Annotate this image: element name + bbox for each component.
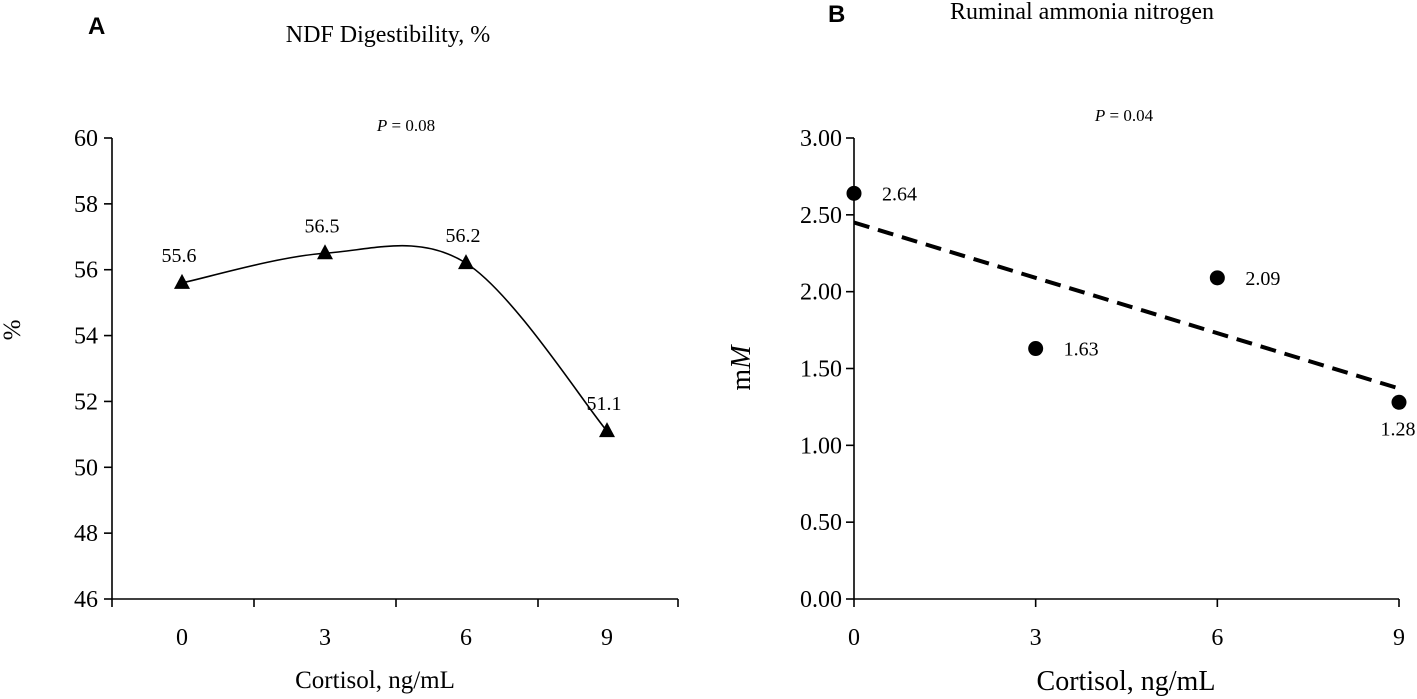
panel-a-title: NDF Digestibility, % xyxy=(286,22,490,48)
panel-b-y-tick-label: 3.00 xyxy=(800,126,842,152)
panel-b-data-labels: 2.64 1.63 2.09 1.28 xyxy=(882,183,1416,440)
panel-a-data-label: 55.6 xyxy=(162,245,197,267)
panel-b-marker xyxy=(1028,341,1044,357)
panel-b-y-label-M: M xyxy=(726,344,757,370)
panel-b-p-italic: P xyxy=(1094,106,1105,125)
panel-a-curve xyxy=(181,244,608,432)
panel-b-marker xyxy=(1209,270,1225,286)
panel-a-x-ticks: 0 3 6 9 xyxy=(111,599,679,651)
panel-b-y-label: mM xyxy=(726,344,757,391)
panel-a-marker xyxy=(599,422,615,438)
panel-b-x-ticks: 0 3 6 9 xyxy=(848,599,1405,651)
panel-b-p-text: = 0.04 xyxy=(1105,106,1153,125)
panel-b-data-label: 1.63 xyxy=(1064,339,1099,361)
panel-a-y-tick-label: 48 xyxy=(74,521,98,547)
panel-b-x-tick-label: 3 xyxy=(1030,625,1042,651)
panel-a-y-tick-label: 52 xyxy=(74,389,98,415)
panel-a-p-italic: P xyxy=(376,116,387,135)
panel-a-marker xyxy=(317,244,333,260)
panel-b-y-tick-label: 1.00 xyxy=(800,433,842,459)
panel-a-letter: A xyxy=(88,13,105,40)
panel-a-x-label: Cortisol, ng/mL xyxy=(295,667,455,694)
panel-b-data-label: 2.09 xyxy=(1245,268,1280,290)
panel-b-data-label: 1.28 xyxy=(1381,418,1416,440)
panel-a-y-tick-label: 54 xyxy=(74,324,98,350)
panel-b-y-tick-label: 1.50 xyxy=(800,357,842,383)
panel-b-y-label-m: m xyxy=(726,369,757,391)
panel-a-data-label: 51.1 xyxy=(587,393,622,415)
panel-a-p-text: = 0.08 xyxy=(387,116,435,135)
panel-b-x-tick-label: 6 xyxy=(1211,625,1223,651)
panel-a-data-label: 56.5 xyxy=(305,215,340,237)
panel-a-y-tick-label: 58 xyxy=(74,192,98,218)
panel-a-x-tick-label: 6 xyxy=(460,625,472,651)
panel-b-y-tick-label: 2.50 xyxy=(800,203,842,229)
panel-b-y-tick-label: 0.50 xyxy=(800,510,842,536)
panel-a-y-tick-label: 50 xyxy=(74,455,98,481)
panel-a-x-tick-label: 3 xyxy=(319,625,331,651)
panel-b-marker xyxy=(846,185,862,201)
panel-b-data-label: 2.64 xyxy=(882,183,917,205)
panel-a-p-value: P = 0.08 xyxy=(376,116,435,135)
panel-b-y-ticks: 0.00 0.50 1.00 1.50 2.00 2.50 3.00 xyxy=(800,126,854,613)
panel-b-markers xyxy=(846,185,1407,410)
panel-a: A NDF Digestibility, % P = 0.08 46 48 50 52… xyxy=(0,13,679,694)
panel-a-y-ticks: 46 48 50 52 54 56 58 60 xyxy=(74,126,112,613)
panel-b: B Ruminal ammonia nitrogen P = 0.04 0.00… xyxy=(726,0,1416,697)
panel-a-marker xyxy=(458,254,474,270)
panel-a-y-tick-label: 46 xyxy=(74,587,98,613)
panel-b-p-value: P = 0.04 xyxy=(1094,106,1154,125)
panel-a-y-tick-label: 60 xyxy=(74,126,98,152)
panel-b-x-tick-label: 0 xyxy=(848,625,860,651)
panel-a-data-label: 56.2 xyxy=(446,225,481,247)
panel-b-x-tick-label: 9 xyxy=(1393,625,1405,651)
panel-b-marker xyxy=(1391,394,1407,410)
panel-a-x-tick-label: 9 xyxy=(601,625,613,651)
panel-b-y-tick-label: 2.00 xyxy=(800,280,842,306)
panel-a-y-tick-label: 56 xyxy=(74,258,98,284)
panel-b-trendline xyxy=(853,220,1400,391)
panel-b-letter: B xyxy=(828,1,845,28)
panel-a-markers xyxy=(174,244,615,438)
panel-a-y-label: % xyxy=(0,320,26,341)
panel-a-x-tick-label: 0 xyxy=(176,625,188,651)
panel-b-x-label: Cortisol, ng/mL xyxy=(1037,666,1216,697)
panel-b-title: Ruminal ammonia nitrogen xyxy=(950,0,1214,25)
panel-a-marker xyxy=(174,273,190,289)
panel-b-y-tick-label: 0.00 xyxy=(800,587,842,613)
panel-a-data-labels: 55.6 56.5 56.2 51.1 xyxy=(162,215,622,415)
